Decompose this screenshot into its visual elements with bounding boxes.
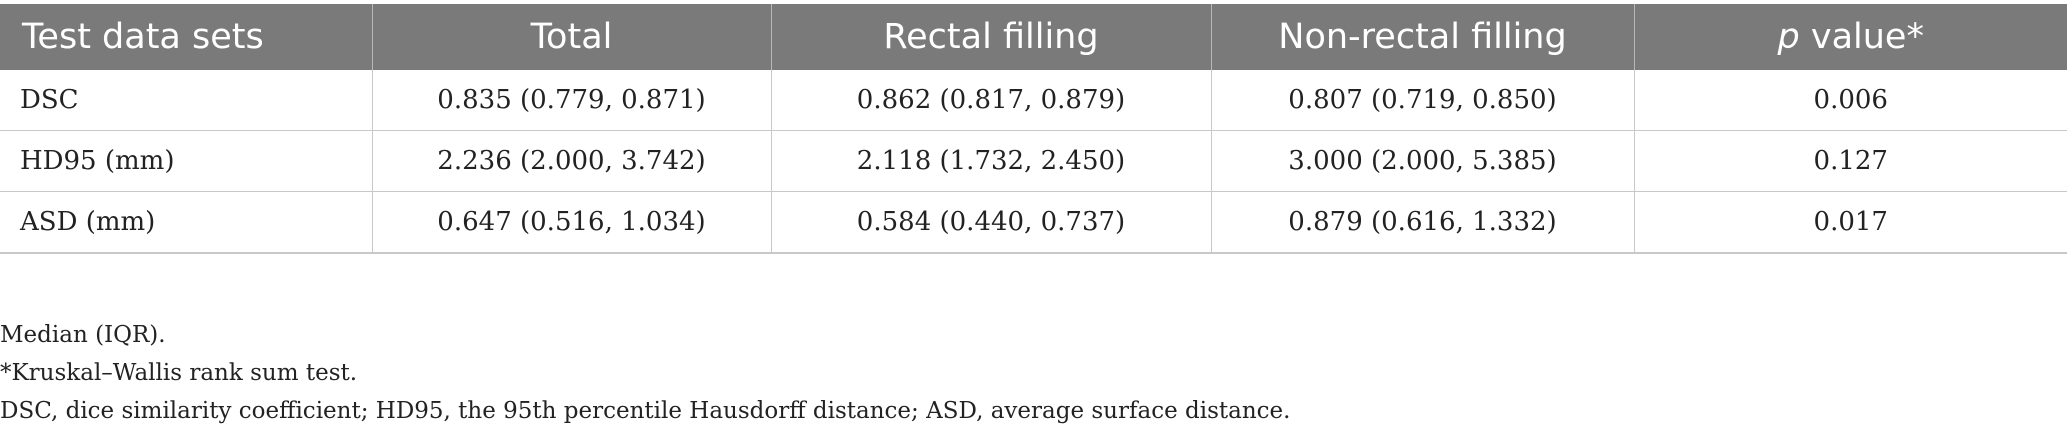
cell-total: 0.647 (0.516, 1.034): [372, 191, 772, 254]
cell-non-rectal-filling: 3.000 (2.000, 5.385): [1211, 130, 1635, 192]
cell-p-value: 0.006: [1634, 70, 2067, 131]
results-table-container: Test data sets Total Rectal filling Non-…: [0, 4, 2067, 254]
table-body: DSC 0.835 (0.779, 0.871) 0.862 (0.817, 0…: [0, 70, 2067, 254]
header-p-value: p value*: [1634, 4, 2067, 70]
header-non-rectal-filling: Non-rectal filling: [1211, 4, 1635, 70]
cell-p-value: 0.127: [1634, 130, 2067, 192]
footnote-abbreviations: DSC, dice similarity coefficient; HD95, …: [0, 398, 1291, 424]
table-row: HD95 (mm) 2.236 (2.000, 3.742) 2.118 (1.…: [0, 130, 2067, 192]
header-row: Test data sets Total Rectal filling Non-…: [0, 4, 2067, 70]
header-p-rest: value*: [1799, 17, 1924, 57]
table-header: Test data sets Total Rectal filling Non-…: [0, 4, 2067, 70]
header-p-italic: p: [1777, 17, 1800, 57]
header-test-data-sets: Test data sets: [0, 4, 373, 70]
cell-rectal-filling: 0.584 (0.440, 0.737): [771, 191, 1212, 254]
footnote-median: Median (IQR).: [0, 322, 166, 348]
footnote-test: *Kruskal–Wallis rank sum test.: [0, 360, 358, 386]
cell-non-rectal-filling: 0.879 (0.616, 1.332): [1211, 191, 1635, 254]
header-rectal-filling: Rectal filling: [771, 4, 1212, 70]
row-label: ASD (mm): [0, 191, 373, 254]
cell-total: 0.835 (0.779, 0.871): [372, 70, 772, 131]
table-footnotes: Median (IQR). *Kruskal–Wallis rank sum t…: [0, 316, 1290, 430]
header-total: Total: [372, 4, 772, 70]
cell-total: 2.236 (2.000, 3.742): [372, 130, 772, 192]
table-row: DSC 0.835 (0.779, 0.871) 0.862 (0.817, 0…: [0, 70, 2067, 131]
row-label: HD95 (mm): [0, 130, 373, 192]
table-row: ASD (mm) 0.647 (0.516, 1.034) 0.584 (0.4…: [0, 191, 2067, 254]
cell-rectal-filling: 2.118 (1.732, 2.450): [771, 130, 1212, 192]
cell-rectal-filling: 0.862 (0.817, 0.879): [771, 70, 1212, 131]
results-table: Test data sets Total Rectal filling Non-…: [0, 4, 2067, 254]
row-label: DSC: [0, 70, 373, 131]
cell-p-value: 0.017: [1634, 191, 2067, 254]
cell-non-rectal-filling: 0.807 (0.719, 0.850): [1211, 70, 1635, 131]
